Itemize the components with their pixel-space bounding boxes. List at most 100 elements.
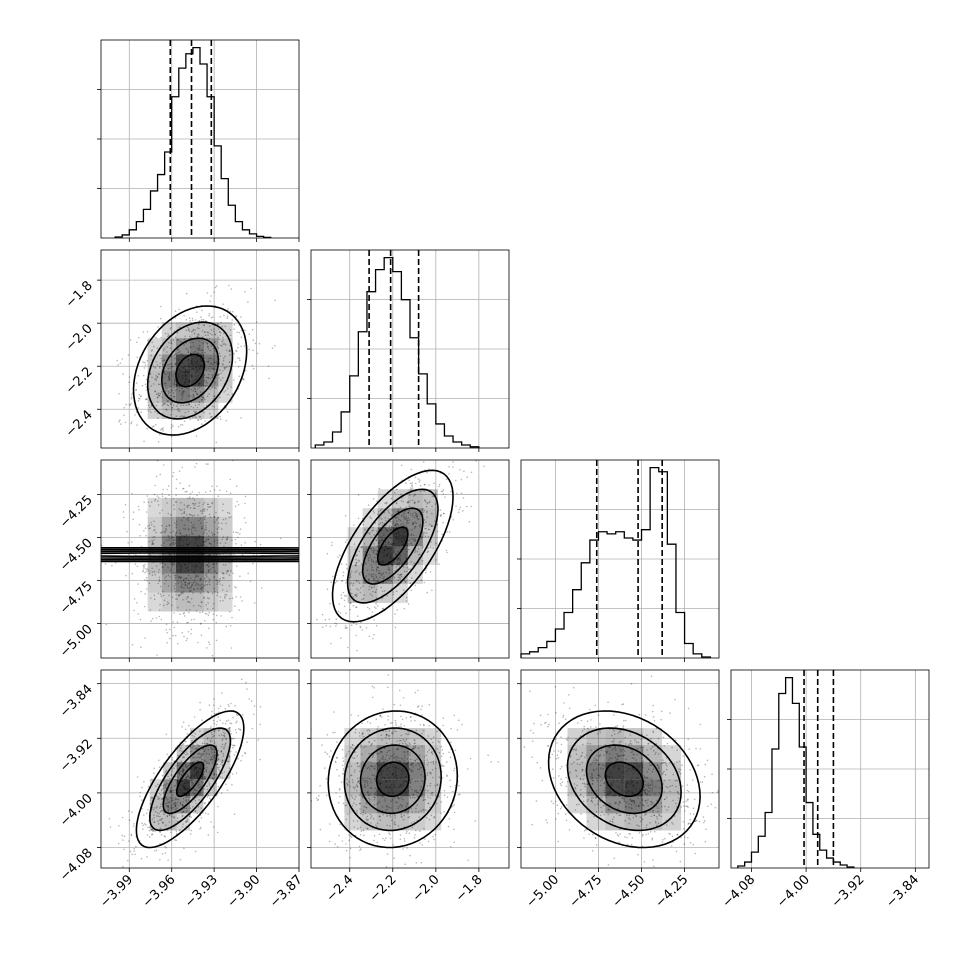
sample-point: [165, 390, 167, 392]
sample-point: [169, 367, 172, 370]
sample-point: [460, 478, 463, 481]
sample-point: [185, 811, 187, 813]
density-block: [376, 745, 393, 763]
sample-point: [182, 415, 185, 418]
sample-point: [199, 510, 202, 512]
sample-point: [164, 531, 167, 534]
sample-point: [173, 585, 176, 587]
sample-point: [230, 722, 233, 725]
sample-point: [191, 584, 193, 587]
sample-point: [214, 751, 216, 754]
sample-point: [356, 809, 358, 812]
sample-point: [406, 566, 409, 569]
sample-point: [176, 606, 179, 609]
sample-point: [379, 715, 382, 717]
sample-point: [175, 805, 177, 808]
sample-point: [207, 602, 209, 604]
sample-point: [124, 503, 127, 506]
sample-point: [418, 526, 421, 528]
density-block: [190, 573, 205, 593]
sample-point: [190, 816, 193, 819]
sample-point: [190, 586, 192, 588]
sample-point: [338, 801, 340, 804]
sample-point: [413, 502, 416, 504]
sample-point: [421, 844, 424, 846]
sample-point: [195, 435, 198, 437]
sample-point: [344, 804, 347, 807]
sample-point: [157, 504, 160, 506]
sample-point: [127, 859, 129, 862]
sample-point: [192, 756, 194, 759]
sample-point: [346, 778, 349, 781]
sample-point: [178, 576, 181, 578]
sample-point: [412, 747, 415, 750]
sample-point: [368, 730, 371, 732]
sample-point: [426, 591, 429, 594]
sample-point: [120, 423, 122, 425]
sample-point: [147, 809, 149, 811]
sample-point: [182, 487, 185, 490]
sample-point: [137, 399, 140, 402]
density-block: [344, 728, 361, 746]
sample-point: [213, 773, 215, 776]
sample-point: [166, 539, 168, 541]
sample-point: [386, 853, 389, 855]
sample-point: [231, 597, 234, 599]
sample-point: [188, 513, 191, 516]
sample-point: [155, 361, 158, 363]
sample-point: [152, 830, 155, 832]
sample-point: [376, 580, 379, 582]
sample-point: [350, 765, 353, 768]
sample-point: [414, 476, 417, 479]
density-block: [175, 516, 191, 536]
sample-point: [306, 793, 308, 795]
sample-point: [159, 603, 161, 606]
sample-point: [394, 613, 396, 615]
sample-point: [207, 535, 210, 537]
sample-point: [439, 451, 441, 453]
sample-point: [386, 824, 389, 827]
sample-point: [198, 502, 201, 504]
sample-point: [192, 745, 195, 747]
sample-point: [188, 328, 190, 330]
sample-point: [156, 412, 159, 415]
sample-point: [197, 753, 199, 755]
sample-point: [151, 574, 154, 576]
sample-point: [216, 542, 219, 544]
sample-point: [159, 512, 161, 514]
sample-point: [203, 596, 206, 599]
sample-point: [145, 456, 147, 458]
sample-point: [202, 748, 204, 750]
sample-point: [388, 738, 391, 740]
sample-point: [249, 580, 252, 583]
sample-point: [205, 604, 207, 606]
sample-point: [128, 840, 130, 842]
sample-point: [217, 347, 220, 349]
sample-point: [388, 832, 390, 834]
sample-point: [196, 759, 199, 762]
sample-point: [371, 756, 374, 758]
sample-point: [449, 785, 452, 788]
sample-point: [174, 839, 176, 841]
sample-point: [222, 336, 224, 339]
sample-point: [363, 746, 365, 748]
sample-point: [181, 424, 184, 426]
sample-point: [229, 350, 231, 352]
sample-point: [412, 495, 415, 497]
sample-point: [390, 520, 392, 523]
sample-point: [395, 517, 397, 519]
sample-point: [208, 704, 211, 706]
sample-point: [426, 774, 429, 776]
sample-point: [446, 774, 448, 776]
sample-point: [237, 346, 239, 349]
sample-point: [169, 628, 171, 631]
density-block: [392, 745, 409, 763]
sample-point: [160, 390, 163, 393]
sample-point: [118, 824, 120, 827]
sample-point: [181, 583, 184, 585]
sample-point: [148, 826, 151, 829]
sample-point: [144, 563, 146, 566]
sample-point: [400, 573, 403, 576]
sample-point: [219, 580, 221, 583]
sample-point: [228, 284, 230, 287]
